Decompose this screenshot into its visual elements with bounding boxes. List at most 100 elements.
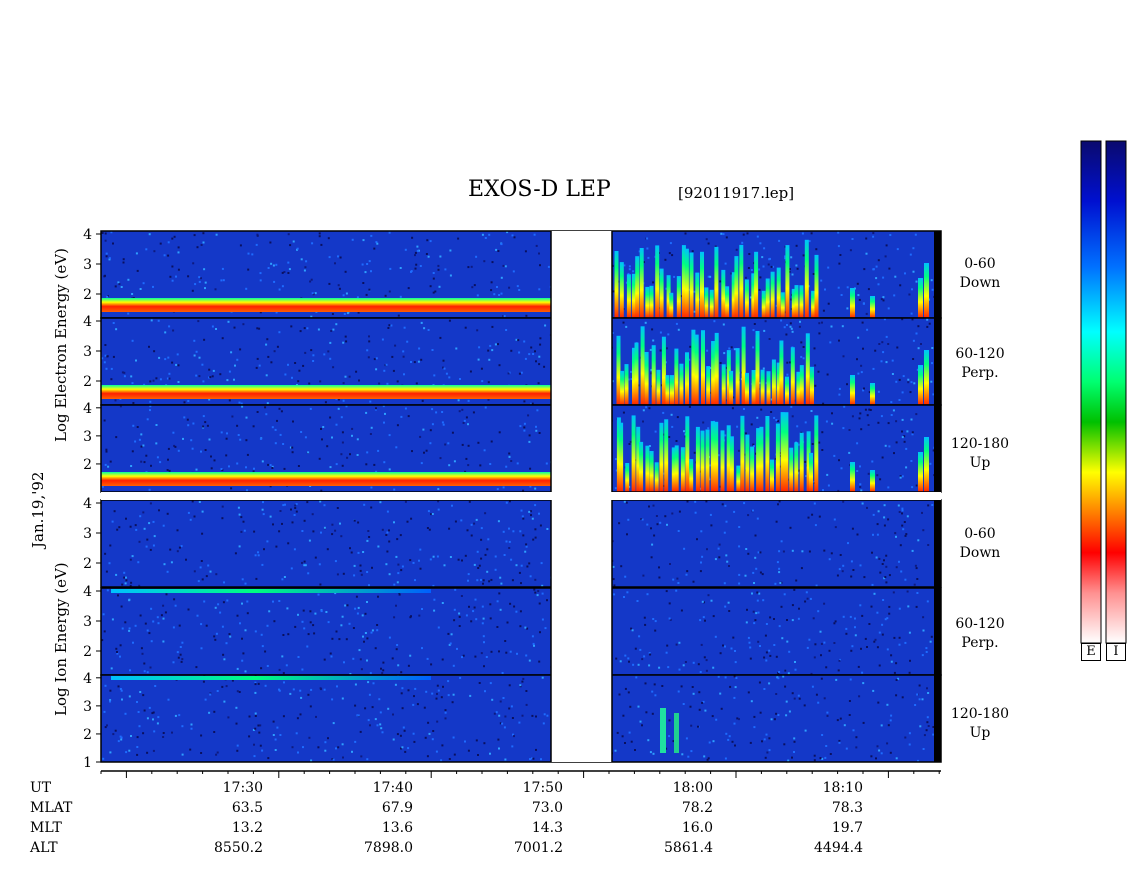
noise-pixel xyxy=(826,373,829,376)
noise-pixel xyxy=(255,577,258,580)
noise-pixel xyxy=(675,643,678,646)
noise-pixel xyxy=(810,410,813,412)
noise-pixel xyxy=(111,618,114,621)
noise-pixel xyxy=(797,694,800,697)
noise-pixel xyxy=(510,460,513,462)
noise-pixel xyxy=(658,666,661,669)
noise-pixel xyxy=(106,724,108,727)
noise-pixel xyxy=(519,684,522,687)
noise-pixel xyxy=(734,744,736,747)
burst-column xyxy=(705,429,710,492)
noise-pixel xyxy=(114,399,117,402)
noise-pixel xyxy=(293,514,296,516)
noise-pixel xyxy=(208,376,211,379)
noise-pixel xyxy=(793,697,796,700)
noise-pixel xyxy=(101,232,104,234)
noise-pixel xyxy=(824,756,827,759)
noise-pixel xyxy=(375,241,378,244)
noise-pixel xyxy=(109,700,111,703)
noise-pixel xyxy=(454,588,457,591)
noise-pixel xyxy=(200,647,203,650)
noise-pixel xyxy=(320,489,323,492)
noise-pixel xyxy=(839,254,842,256)
noise-pixel xyxy=(375,368,378,371)
noise-pixel xyxy=(259,744,262,747)
noise-pixel xyxy=(911,549,914,552)
noise-pixel xyxy=(231,679,234,682)
noise-pixel xyxy=(413,361,416,364)
noise-pixel xyxy=(637,705,640,708)
noise-pixel xyxy=(458,410,461,413)
noise-pixel xyxy=(261,563,264,566)
noise-pixel xyxy=(873,592,876,595)
burst-column xyxy=(765,416,770,492)
noise-pixel xyxy=(893,671,896,674)
noise-pixel xyxy=(131,339,134,342)
burst-column xyxy=(739,244,744,318)
burst-column xyxy=(790,347,795,405)
noise-pixel xyxy=(107,465,110,468)
noise-pixel xyxy=(836,719,839,722)
y-tick-label: 2 xyxy=(83,287,92,303)
noise-pixel xyxy=(360,755,363,758)
noise-pixel xyxy=(802,346,805,348)
noise-pixel xyxy=(291,746,294,749)
noise-pixel xyxy=(168,377,171,380)
noise-pixel xyxy=(752,443,755,446)
noise-pixel xyxy=(810,232,813,235)
noise-pixel xyxy=(235,706,238,709)
noise-pixel xyxy=(911,288,913,291)
noise-pixel xyxy=(773,618,775,620)
noise-pixel xyxy=(403,729,406,732)
noise-pixel xyxy=(447,442,450,445)
noise-pixel xyxy=(648,505,650,508)
noise-pixel xyxy=(907,381,910,384)
noise-pixel xyxy=(820,279,823,282)
noise-pixel xyxy=(437,268,440,271)
noise-pixel xyxy=(461,559,463,562)
noise-pixel xyxy=(301,530,304,532)
noise-pixel xyxy=(266,540,269,543)
noise-pixel xyxy=(104,239,107,242)
burst-column xyxy=(714,421,719,492)
noise-pixel xyxy=(440,759,443,762)
noise-pixel xyxy=(781,637,784,640)
noise-pixel xyxy=(700,561,702,564)
noise-pixel xyxy=(750,423,753,426)
noise-pixel xyxy=(901,318,904,321)
noise-pixel xyxy=(401,687,404,690)
noise-pixel xyxy=(113,510,116,513)
noise-pixel xyxy=(516,285,519,288)
noise-pixel xyxy=(236,667,239,670)
noise-pixel xyxy=(895,380,898,383)
noise-pixel xyxy=(789,325,792,328)
noise-pixel xyxy=(447,680,450,683)
noise-pixel xyxy=(667,333,670,336)
noise-pixel xyxy=(725,732,728,735)
noise-pixel xyxy=(270,262,273,265)
noise-pixel xyxy=(650,527,652,530)
noise-pixel xyxy=(880,298,883,301)
noise-pixel xyxy=(688,405,691,408)
noise-pixel xyxy=(682,664,685,667)
noise-pixel xyxy=(183,416,186,419)
noise-pixel xyxy=(508,684,511,687)
noise-pixel xyxy=(709,513,712,516)
burst-column xyxy=(806,431,811,492)
noise-pixel xyxy=(665,287,668,290)
noise-pixel xyxy=(754,556,757,559)
noise-pixel xyxy=(369,724,371,727)
noise-pixel xyxy=(748,253,751,255)
noise-pixel xyxy=(291,451,294,454)
noise-pixel xyxy=(471,286,474,289)
noise-pixel xyxy=(786,361,789,364)
noise-pixel xyxy=(860,428,863,431)
chart-title: EXOS-D LEP xyxy=(468,177,611,202)
noise-pixel xyxy=(908,631,911,634)
y-tick-label: 4 xyxy=(83,314,92,330)
noise-pixel xyxy=(910,418,913,421)
noise-pixel xyxy=(347,311,350,314)
noise-pixel xyxy=(276,726,279,729)
y-tick-label: 1 xyxy=(83,755,92,771)
noise-pixel xyxy=(622,321,625,324)
